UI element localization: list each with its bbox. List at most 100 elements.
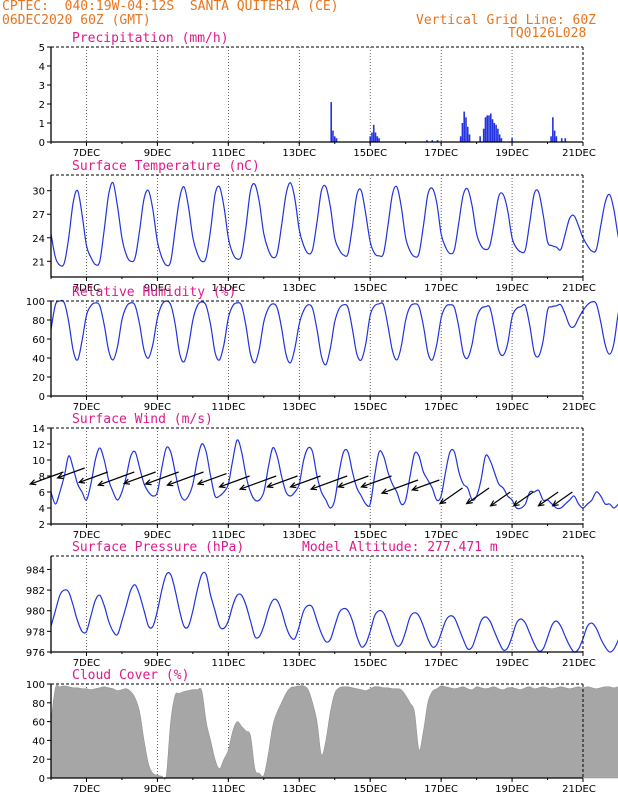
wind-arrow: [145, 471, 179, 485]
precip-title: Precipitation (mm/h): [72, 31, 229, 46]
wind-arrow: [167, 471, 204, 486]
precip-bar: [479, 136, 481, 142]
wind-arrow: [78, 471, 108, 483]
wind-arrow-head: [266, 482, 274, 489]
precip-bar: [555, 136, 558, 142]
temp-x-tick-label: 11DEC: [211, 283, 245, 294]
cloud-x-tick-label: 7DEC: [73, 784, 100, 795]
wind-y-tick-label: 2: [39, 520, 45, 531]
pressure-title: Surface Pressure (hPa): [72, 540, 244, 555]
precip-bar: [495, 124, 497, 142]
precip-x-tick-label: 19DEC: [495, 148, 529, 159]
precip-y-tick-label: 4: [39, 62, 45, 73]
cloud-x-tick-label: 17DEC: [424, 784, 458, 795]
precip-bar: [468, 134, 471, 142]
precip-y-tick-label: 2: [39, 100, 45, 111]
temp-x-tick-label: 21DEC: [562, 283, 596, 294]
pressure-x-tick-label: 21DEC: [562, 658, 596, 669]
temp-x-tick-label: 13DEC: [282, 283, 316, 294]
pressure-y-tick-label: 980: [26, 607, 45, 618]
precip-bar: [426, 140, 428, 142]
wind-y-tick-label: 14: [32, 424, 45, 435]
rh-x-tick-label: 13DEC: [282, 402, 316, 413]
precip-bar: [335, 138, 338, 142]
wind-arrow-head: [97, 480, 105, 487]
cloud-y-tick-label: 40: [32, 736, 45, 747]
wind-arrow: [98, 471, 135, 486]
cloud-title: Cloud Cover (%): [72, 668, 189, 683]
cloud-x-tick-label: 9DEC: [144, 784, 171, 795]
wind-arrow-head: [238, 484, 247, 491]
wind-arrow: [361, 475, 392, 488]
wind-arrow-head: [465, 498, 473, 505]
precip-bar: [463, 111, 465, 142]
wind-arrow-head: [512, 500, 520, 507]
temp-series-line: [50, 181, 618, 267]
wind-arrow-head: [28, 479, 37, 486]
precip-bar: [560, 138, 563, 142]
cloud-x-tick-label: 19DEC: [495, 784, 529, 795]
wind-arrow: [381, 479, 419, 494]
wind-arrow: [30, 471, 64, 485]
cloud-x-tick-label: 21DEC: [562, 784, 596, 795]
cloud-y-tick-label: 100: [26, 680, 45, 691]
precip-y-tick-label: 1: [39, 119, 45, 130]
wind-x-tick-label: 21DEC: [562, 530, 596, 541]
wind-arrow-head: [489, 500, 497, 507]
wind-arrow: [552, 491, 573, 507]
temp-x-tick-label: 17DEC: [424, 283, 458, 294]
wind-x-tick-label: 15DEC: [353, 530, 387, 541]
precip-x-tick-label: 9DEC: [144, 148, 171, 159]
cloud-y-tick-label: 20: [32, 755, 45, 766]
precip-bar: [491, 119, 494, 142]
wind-arrow: [412, 479, 440, 491]
precip-bar: [497, 128, 499, 142]
wind-y-tick-label: 10: [32, 456, 45, 467]
run-datetime: 06DEC2020 60Z (GMT): [2, 13, 151, 28]
wind-arrow-head: [438, 498, 447, 505]
temp-y-tick-label: 27: [32, 210, 45, 221]
pressure-y-tick-label: 982: [26, 586, 45, 597]
wind-arrow: [267, 475, 298, 488]
temp-x-tick-label: 9DEC: [144, 283, 171, 294]
precip-y-tick-label: 3: [39, 81, 45, 92]
precip-bar: [372, 124, 375, 142]
temp-x-tick-label: 7DEC: [73, 283, 100, 294]
precip-y-tick-label: 5: [39, 43, 45, 54]
cloud-x-tick-label: 13DEC: [282, 784, 316, 795]
wind-y-tick-label: 12: [32, 440, 45, 451]
precip-x-tick-label: 15DEC: [353, 148, 387, 159]
wind-y-tick-label: 8: [39, 472, 45, 483]
wind-arrow-head: [551, 500, 559, 507]
precip-x-tick-label: 7DEC: [73, 148, 100, 159]
wind-x-tick-label: 7DEC: [73, 530, 100, 541]
wind-arrow-head: [289, 482, 297, 489]
temp-title: Surface Temperature (nC): [72, 159, 260, 174]
pressure-y-tick-label: 978: [26, 627, 45, 638]
wind-arrow-head: [309, 484, 318, 491]
wind-y-tick-label: 6: [39, 488, 45, 499]
wind-arrow: [290, 475, 321, 488]
wind-arrow: [538, 491, 559, 507]
wind-x-tick-label: 13DEC: [282, 530, 316, 541]
wind-arrow-head: [337, 482, 345, 489]
wind-arrow-head: [411, 485, 419, 492]
precip-bar: [484, 117, 487, 142]
wind-y-tick-label: 4: [39, 504, 45, 515]
precip-bar: [330, 102, 332, 142]
wind-arrow: [490, 491, 511, 507]
rh-x-tick-label: 9DEC: [144, 402, 171, 413]
precip-x-tick-label: 17DEC: [424, 148, 458, 159]
wind-arrow-head: [380, 488, 389, 495]
wind-title: Surface Wind (m/s): [72, 412, 213, 427]
wind-arrow-head: [537, 500, 545, 507]
rh-y-tick-label: 40: [32, 354, 45, 365]
rh-y-tick-label: 60: [32, 335, 45, 346]
precip-bar: [488, 115, 490, 142]
wind-arrow-head: [77, 477, 86, 484]
precip-bar: [369, 136, 371, 142]
wind-arrow-head: [196, 479, 205, 486]
wind-x-tick-label: 17DEC: [424, 530, 458, 541]
wind-arrow-head: [218, 482, 226, 489]
